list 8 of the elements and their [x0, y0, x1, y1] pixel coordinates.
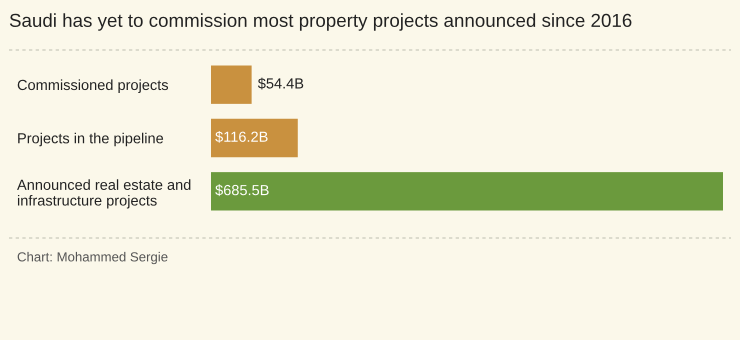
chart-title: Saudi has yet to commission most property projects announced since 2016 — [10, 13, 632, 31]
data-label: $116.2B — [215, 130, 268, 143]
y-tick-label: Commissioned projects — [18, 79, 168, 93]
data-label: $54.4B — [258, 78, 304, 90]
text: Chart: Mohammed Sergie — [18, 252, 168, 264]
data-label: $685.5B — [215, 184, 269, 196]
y-tick-label: Announced real estate and infrastructure projects — [17, 179, 190, 209]
y-tick-label: Projects in the pipeline — [18, 132, 164, 146]
